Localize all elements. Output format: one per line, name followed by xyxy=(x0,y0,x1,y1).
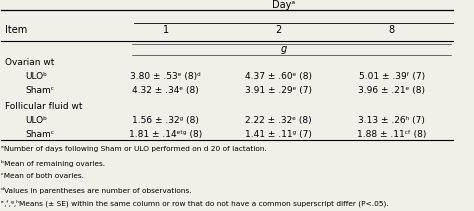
Text: ᵉ,ᶠ,ᵍ,ʰMeans (± SE) within the same column or row that do not have a common supe: ᵉ,ᶠ,ᵍ,ʰMeans (± SE) within the same colu… xyxy=(0,200,389,207)
Text: ᵃNumber of days following Sham or ULO performed on d 20 of lactation.: ᵃNumber of days following Sham or ULO pe… xyxy=(0,146,266,153)
Text: Dayᵃ: Dayᵃ xyxy=(272,0,295,10)
Text: 2.22 ± .32ᵉ (8): 2.22 ± .32ᵉ (8) xyxy=(246,116,312,125)
Text: ᶜMean of both ovaries.: ᶜMean of both ovaries. xyxy=(0,173,84,179)
Text: 8: 8 xyxy=(389,25,395,35)
Text: 1.81 ± .14ᵉᵗᵍ (8): 1.81 ± .14ᵉᵗᵍ (8) xyxy=(129,130,202,139)
Text: 5.01 ± .39ᶠ (7): 5.01 ± .39ᶠ (7) xyxy=(359,72,425,81)
Text: ᵇMean of remaining ovaries.: ᵇMean of remaining ovaries. xyxy=(0,160,105,167)
Text: Item: Item xyxy=(5,25,27,35)
Text: 1.88 ± .11ᶜᶠ (8): 1.88 ± .11ᶜᶠ (8) xyxy=(357,130,427,139)
Text: 4.37 ± .60ᵉ (8): 4.37 ± .60ᵉ (8) xyxy=(246,72,312,81)
Text: ULOᵇ: ULOᵇ xyxy=(26,116,47,125)
Text: 1.41 ± .11ᵍ (7): 1.41 ± .11ᵍ (7) xyxy=(246,130,312,139)
Text: 3.91 ± .29ᵉ (7): 3.91 ± .29ᵉ (7) xyxy=(246,85,312,95)
Text: 1.56 ± .32ᵍ (8): 1.56 ± .32ᵍ (8) xyxy=(132,116,199,125)
Text: 3.96 ± .21ᵉ (8): 3.96 ± .21ᵉ (8) xyxy=(358,85,425,95)
Text: 4.32 ± .34ᵉ (8): 4.32 ± .34ᵉ (8) xyxy=(132,85,199,95)
Text: Follicular fluid wt: Follicular fluid wt xyxy=(5,102,83,111)
Text: 3.13 ± .26ʰ (7): 3.13 ± .26ʰ (7) xyxy=(358,116,425,125)
Text: ULOᵇ: ULOᵇ xyxy=(26,72,47,81)
Text: 2: 2 xyxy=(276,25,282,35)
Text: g: g xyxy=(280,44,286,54)
Text: Ovarian wt: Ovarian wt xyxy=(5,58,55,66)
Text: 1: 1 xyxy=(163,25,169,35)
Text: ᵈValues in parentheses are number of observations.: ᵈValues in parentheses are number of obs… xyxy=(0,187,191,193)
Text: 3.80 ± .53ᵉ (8)ᵈ: 3.80 ± .53ᵉ (8)ᵈ xyxy=(130,72,201,81)
Text: Shamᶜ: Shamᶜ xyxy=(26,85,55,95)
Text: Shamᶜ: Shamᶜ xyxy=(26,130,55,139)
